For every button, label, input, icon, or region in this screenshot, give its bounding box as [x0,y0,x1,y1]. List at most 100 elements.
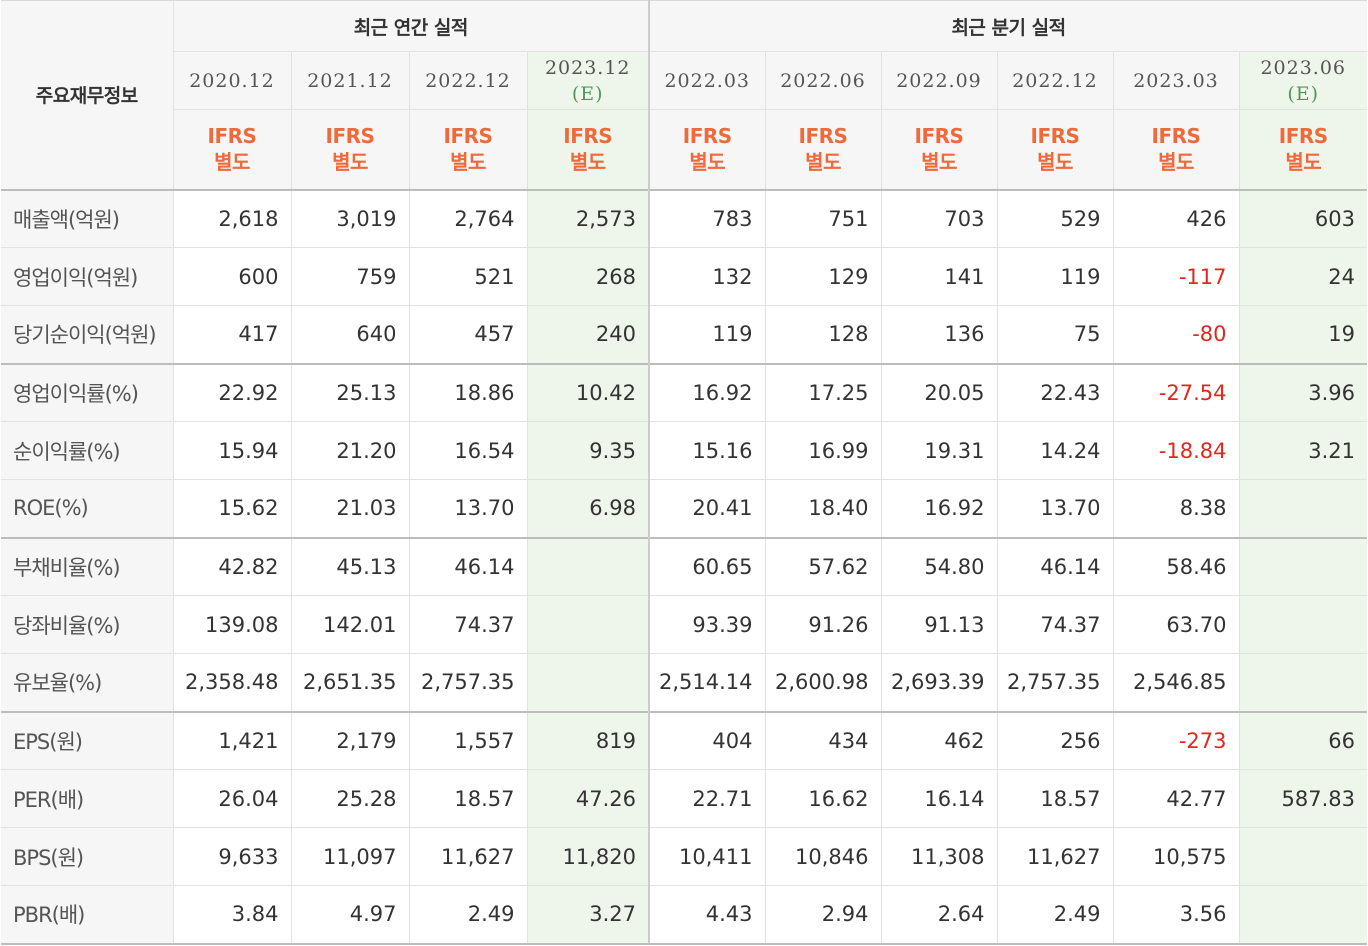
table-cell: 819 [526,710,649,770]
table-cell: 139.08 [172,595,291,654]
standard-separate: 별도 [1037,150,1073,175]
table-row: 영업이익률(%) 22.92 25.13 18.86 10.42 16.92 17.25 20… [1,362,1367,422]
accounting-standard: IFRS 별도 [172,109,291,190]
table-cell: 521 [408,247,527,306]
table-cell [1238,595,1367,654]
period-header: 2022.03 [648,51,765,110]
table-cell: 434 [764,710,881,770]
table-cell: 2,764 [408,188,527,248]
table-cell: -27.54 [1112,362,1239,422]
table-cell: 22.71 [648,769,765,828]
table-row: 당좌비율(%) 139.08 142.01 74.37 93.39 91.26 91.13 7… [1,595,1367,654]
accounting-standard: IFRS 별도 [290,109,409,190]
row-label: 당좌비율(%) [1,595,173,654]
table-cell: 751 [764,188,881,248]
period-header: 2022.06 [764,51,881,110]
accounting-standard: IFRS 별도 [526,109,649,190]
period-date: 2020.12 [189,69,275,92]
table-row: 당기순이익(억원) 417 640 457 240 119 128 136 75 -80 19 [1,305,1367,364]
table-cell: 3.96 [1238,362,1367,422]
table-cell: 703 [880,188,997,248]
table-cell: 13.70 [996,479,1113,538]
table-cell: -117 [1112,247,1239,306]
accounting-standard: IFRS 별도 [408,109,527,190]
table-cell [1238,827,1367,886]
table-row: BPS(원) 9,633 11,097 11,627 11,820 10,411 10,84… [1,827,1367,886]
row-label: 부채비율(%) [1,536,173,596]
standard-separate: 별도 [1285,150,1322,175]
table-cell: 11,627 [996,827,1113,886]
table-cell: 142.01 [290,595,409,654]
table-cell: 462 [880,710,997,770]
period-header: 2022.09 [880,51,997,110]
period-header: 2023.12 (E) [526,51,649,110]
period-date: 2021.12 [307,69,393,92]
table-cell: 783 [648,188,765,248]
row-label: 유보율(%) [1,653,173,712]
table-cell: 2,600.98 [764,653,881,712]
table-cell: 18.86 [408,362,527,422]
table-cell [1238,885,1367,945]
standard-separate: 별도 [1158,150,1194,175]
table-cell [1238,653,1367,712]
table-cell: 2.49 [408,885,527,945]
table-cell: 128 [764,305,881,364]
period-date: 2023.03 [1133,69,1219,92]
table-cell: 74.37 [408,595,527,654]
table-cell: 16.62 [764,769,881,828]
row-label: 영업이익률(%) [1,362,173,422]
table-cell: 2,546.85 [1112,653,1239,712]
table-cell: 3,019 [290,188,409,248]
period-header: 2022.12 [408,51,527,110]
period-date: 2022.12 [425,69,511,92]
standard-ifrs: IFRS [325,124,375,149]
table-cell: 24 [1238,247,1367,306]
table-cell: 16.92 [880,479,997,538]
table-cell: 529 [996,188,1113,248]
table-cell: 11,627 [408,827,527,886]
table-row: 순이익률(%) 15.94 21.20 16.54 9.35 15.16 16.99 19.3… [1,421,1367,480]
table-cell: 15.16 [648,421,765,480]
row-header-title: 주요재무정보 [1,0,173,190]
table-cell: 93.39 [648,595,765,654]
table-cell: 136 [880,305,997,364]
table-row: 부채비율(%) 42.82 45.13 46.14 60.65 57.62 54.80 46.… [1,536,1367,596]
table-row: 매출액(억원) 2,618 3,019 2,764 2,573 783 751 703 529 4… [1,188,1367,248]
row-label: PER(배) [1,769,173,828]
table-cell: 2,179 [290,710,409,770]
standard-separate: 별도 [450,150,486,175]
table-cell: 20.41 [648,479,765,538]
table-cell: 25.28 [290,769,409,828]
period-date: 2022.06 [780,69,866,92]
table-cell: 2,573 [526,188,649,248]
period-header: 2023.03 [1112,51,1239,110]
table-cell: 19 [1238,305,1367,364]
table-cell: 58.46 [1112,536,1239,596]
table-cell: 129 [764,247,881,306]
table-cell: 60.65 [648,536,765,596]
table-cell: 457 [408,305,527,364]
table-cell: 3.27 [526,885,649,945]
table-cell: 404 [648,710,765,770]
table-cell [526,653,649,712]
table-cell: 63.70 [1112,595,1239,654]
accounting-standard: IFRS 별도 [648,109,765,190]
table-cell: 17.25 [764,362,881,422]
period-date: 2022.12 [1012,69,1098,92]
standard-ifrs: IFRS [207,124,257,149]
period-date: 2022.09 [896,69,982,92]
table-cell: 2,693.39 [880,653,997,712]
table-cell: 18.57 [408,769,527,828]
table-cell [1238,536,1367,596]
standard-separate: 별도 [569,150,606,175]
standard-ifrs: IFRS [1030,124,1080,149]
table-cell: 4.97 [290,885,409,945]
table-cell: 11,308 [880,827,997,886]
table-cell: 18.57 [996,769,1113,828]
table-cell: 16.14 [880,769,997,828]
table-cell: 10,846 [764,827,881,886]
table-cell: 11,097 [290,827,409,886]
table-cell: 2.64 [880,885,997,945]
quarterly-group-header: 최근 분기 실적 [648,0,1367,52]
standard-ifrs: IFRS [914,124,964,149]
